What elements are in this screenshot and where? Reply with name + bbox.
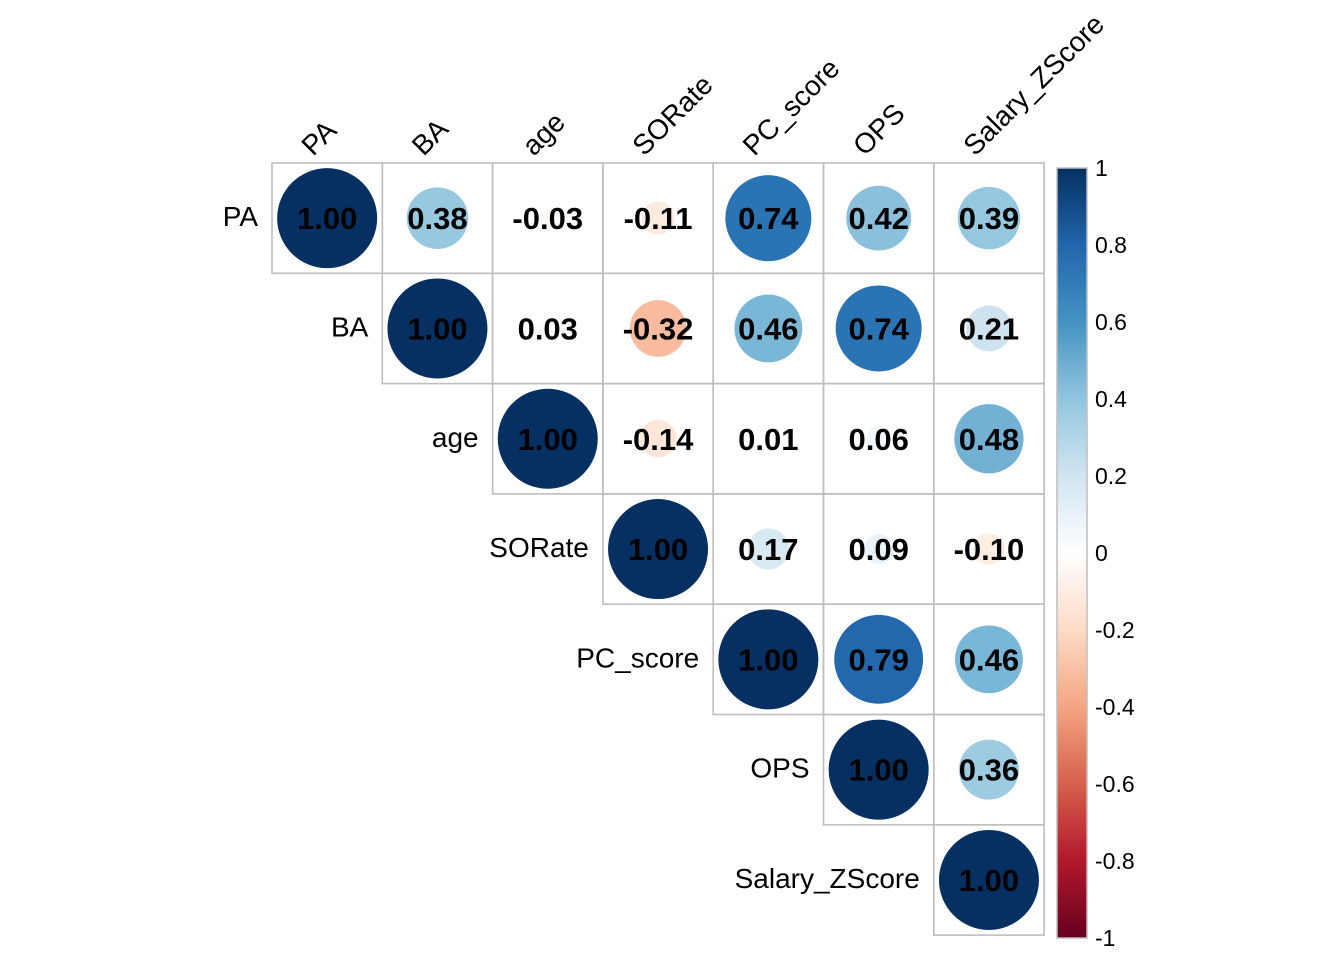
correlation-value-SORate-OPS: 0.09 (848, 532, 908, 567)
correlation-value-PA-PA: 1.00 (297, 201, 357, 236)
column-label-BA: BA (406, 113, 455, 162)
colorbar-gradient (1056, 167, 1088, 939)
correlation-value-PA-BA: 0.38 (407, 201, 467, 236)
correlation-value-Salary_ZScore-Salary_ZScore: 1.00 (959, 863, 1019, 898)
colorbar-tick-label: 0.8 (1095, 232, 1127, 258)
correlation-value-BA-PC_score: 0.46 (738, 311, 798, 346)
correlation-circle-BA-OPS (835, 285, 922, 372)
correlation-circle-PA-SORate (641, 201, 675, 235)
colorbar-tick-label: 0.6 (1095, 309, 1127, 335)
colorbar-tick-label: -0.2 (1095, 617, 1135, 643)
correlation-circle-PA-Salary_ZScore (957, 186, 1021, 250)
correlation-circle-OPS-OPS (828, 719, 929, 820)
correlation-value-BA-age: 0.03 (518, 311, 578, 346)
correlation-circle-PA-age (539, 209, 557, 227)
correlation-value-SORate-Salary_ZScore: -0.10 (954, 532, 1025, 567)
correlation-value-PA-Salary_ZScore: 0.39 (959, 201, 1019, 236)
correlation-circle-Salary_ZScore-Salary_ZScore (938, 829, 1039, 930)
row-label-PA: PA (223, 201, 259, 232)
correlation-circle-PA-PA (277, 168, 378, 269)
colorbar: 1 0.8 0.6 0.4 0.2 0 -0.2 -0.4 -0.6 -0.8 -1 (1056, 155, 1135, 951)
colorbar-tick-label: -0.6 (1095, 771, 1135, 797)
correlation-circle-PC_score-PC_score (718, 609, 819, 710)
correlation-value-OPS-OPS: 1.00 (848, 753, 908, 788)
column-label-age: age (516, 106, 571, 161)
correlation-value-PC_score-OPS: 0.79 (848, 642, 908, 677)
correlation-value-age-age: 1.00 (518, 422, 578, 457)
column-label-SORate: SORate (626, 69, 718, 161)
correlation-circle-age-OPS (866, 426, 891, 451)
colorbar-tick-label: 0.2 (1095, 463, 1127, 489)
row-label-Salary_ZScore: Salary_ZScore (735, 863, 920, 894)
correlation-circle-BA-Salary_ZScore (966, 305, 1012, 352)
correlation-value-PC_score-Salary_ZScore: 0.46 (959, 642, 1019, 677)
column-label-PC_score: PC_score (737, 52, 846, 161)
correlation-value-BA-BA: 1.00 (407, 311, 467, 346)
column-label-PA: PA (295, 114, 342, 161)
correlation-circle-OPS-Salary_ZScore (958, 739, 1019, 800)
correlation-value-BA-SORate: -0.32 (623, 311, 694, 346)
correlation-value-PA-PC_score: 0.74 (738, 201, 799, 236)
correlation-circle-PC_score-Salary_ZScore (955, 625, 1023, 694)
correlation-value-SORate-SORate: 1.00 (628, 532, 688, 567)
correlation-circle-SORate-Salary_ZScore (973, 533, 1005, 565)
correlation-circle-age-PC_score (763, 433, 774, 444)
correlation-circle-PC_score-OPS (834, 614, 924, 704)
correlation-circle-BA-age (539, 319, 557, 338)
correlation-value-PC_score-PC_score: 1.00 (738, 642, 798, 677)
colorbar-tick-label: -0.4 (1095, 694, 1135, 720)
colorbar-tick-label: 1 (1095, 155, 1108, 181)
correlation-circle-SORate-PC_score (747, 528, 789, 570)
correlation-circle-age-SORate (639, 420, 677, 458)
row-label-BA: BA (331, 311, 369, 342)
correlation-circle-BA-PC_score (734, 294, 803, 363)
grid-cell (932, 823, 1045, 936)
row-label-SORate: SORate (489, 532, 589, 563)
colorbar-tick-label: -1 (1095, 925, 1115, 951)
correlation-circle-SORate-SORate (608, 499, 709, 600)
correlation-value-BA-Salary_ZScore: 0.21 (959, 311, 1019, 346)
colorbar-tick-label: 0 (1095, 540, 1108, 566)
correlation-value-PA-SORate: -0.11 (624, 201, 693, 236)
row-label-age: age (432, 422, 479, 453)
values-layer: 1.00 0.38 -0.03 -0.11 0.74 0.42 0.39 1.00 0.03 -0… (297, 201, 1024, 898)
grid-layer (271, 162, 1045, 936)
correlation-value-PA-age: -0.03 (512, 201, 583, 236)
row-label-OPS: OPS (750, 753, 809, 784)
correlation-value-age-PC_score: 0.01 (738, 422, 798, 457)
correlation-circle-PA-OPS (846, 185, 912, 251)
correlation-value-age-OPS: 0.06 (848, 422, 908, 457)
correlation-circle-BA-SORate (629, 300, 687, 357)
row-label-PC_score: PC_score (576, 642, 699, 673)
correlation-circle-age-age (497, 388, 598, 489)
correlation-value-PA-OPS: 0.42 (848, 201, 908, 236)
correlation-circle-age-Salary_ZScore (954, 404, 1024, 474)
correlation-circle-PA-BA (406, 187, 469, 249)
correlation-circle-PA-PC_score (725, 175, 812, 262)
correlation-value-OPS-Salary_ZScore: 0.36 (959, 753, 1019, 788)
correlation-value-SORate-PC_score: 0.17 (738, 532, 798, 567)
column-label-Salary_ZScore: Salary_ZScore (957, 8, 1110, 161)
correlation-circle-BA-BA (387, 278, 488, 379)
colorbar-tick-label: 0.4 (1095, 386, 1127, 412)
correlation-value-BA-OPS: 0.74 (848, 311, 909, 346)
colorbar-tick-label: -0.8 (1095, 848, 1135, 874)
correlation-value-age-SORate: -0.14 (623, 422, 694, 457)
circles-layer (277, 168, 1039, 930)
row-labels: PA BA age SORate PC_score OPS Salary_ZScore (223, 201, 920, 894)
correlation-circle-SORate-OPS (863, 534, 894, 565)
column-labels: PA BA age SORate PC_score OPS Salary_ZScore (295, 8, 1110, 161)
column-label-OPS: OPS (847, 98, 911, 162)
correlation-value-age-Salary_ZScore: 0.48 (959, 422, 1019, 457)
